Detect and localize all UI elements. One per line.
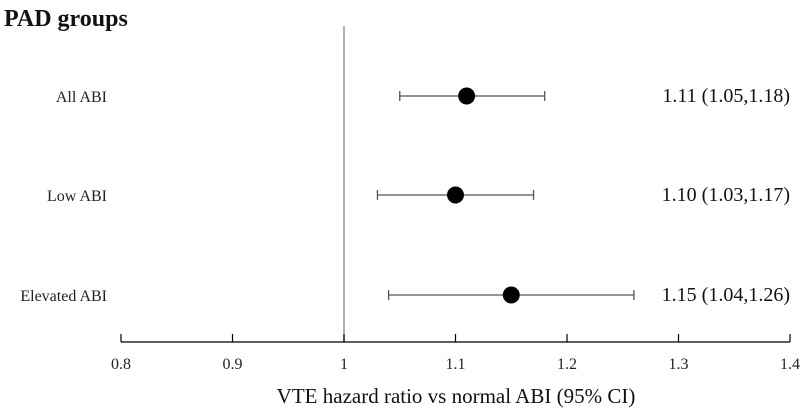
x-tick-label: 1 [340, 356, 348, 373]
forest-row: Elevated ABI 1.15 (1.04,1.26) [20, 284, 790, 306]
forest-row: Low ABI 1.10 (1.03,1.17) [47, 184, 790, 206]
x-tick-label: 1.4 [780, 356, 800, 373]
row-label: All ABI [56, 89, 107, 106]
point-estimate-marker [447, 186, 464, 204]
point-estimate-marker [458, 87, 476, 105]
row-label: Elevated ABI [20, 288, 107, 305]
estimate-label: 1.15 (1.04,1.26) [662, 284, 790, 306]
x-tick-label: 1.3 [669, 356, 689, 373]
x-tick-label: 1.1 [446, 356, 466, 373]
chart-title: PAD groups [4, 6, 128, 32]
x-tick-label: 0.9 [223, 356, 243, 373]
x-tick-label: 1.2 [557, 356, 577, 373]
x-axis-label: VTE hazard ratio vs normal ABI (95% CI) [277, 384, 636, 408]
row-label: Low ABI [47, 188, 107, 205]
forest-row: All ABI 1.11 (1.05,1.18) [56, 85, 790, 107]
estimate-label: 1.10 (1.03,1.17) [662, 184, 790, 206]
x-tick-label: 0.8 [111, 356, 131, 373]
point-estimate-marker [502, 286, 520, 304]
estimate-label: 1.11 (1.05,1.18) [662, 85, 790, 107]
